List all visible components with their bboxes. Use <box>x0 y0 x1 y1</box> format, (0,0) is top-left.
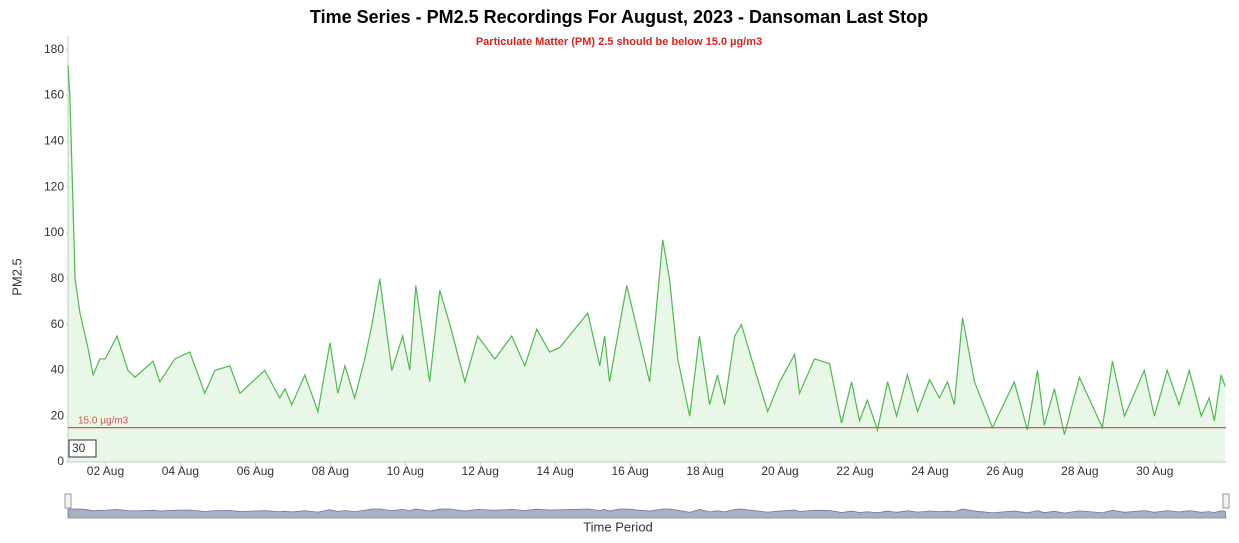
x-tick-label: 12 Aug <box>462 464 499 478</box>
x-tick-label: 20 Aug <box>761 464 798 478</box>
x-tick-label: 30 Aug <box>1136 464 1173 478</box>
x-tick-label: 18 Aug <box>686 464 723 478</box>
x-tick-label: 14 Aug <box>536 464 573 478</box>
area <box>68 65 1226 462</box>
y-tick-label: 160 <box>44 88 64 102</box>
x-tick-label: 08 Aug <box>312 464 349 478</box>
y-tick-label: 120 <box>44 179 64 193</box>
chart-title: Time Series - PM2.5 Recordings For Augus… <box>310 7 928 27</box>
y-tick-label: 180 <box>44 42 64 56</box>
navigator-handle[interactable] <box>1222 493 1230 509</box>
x-tick-label: 24 Aug <box>911 464 948 478</box>
y-tick-label: 40 <box>51 363 65 377</box>
x-tick-label: 28 Aug <box>1061 464 1098 478</box>
y-tick-label: 100 <box>44 225 64 239</box>
chart-subtitle: Particulate Matter (PM) 2.5 should be be… <box>476 36 762 48</box>
y-axis-title: PM2.5 <box>9 258 24 296</box>
x-tick-label: 16 Aug <box>611 464 648 478</box>
x-tick-label: 02 Aug <box>87 464 124 478</box>
navigator-handle[interactable] <box>64 493 72 509</box>
x-tick-label: 26 Aug <box>986 464 1023 478</box>
range-input[interactable] <box>68 439 97 458</box>
x-tick-label: 04 Aug <box>162 464 199 478</box>
y-tick-label: 20 <box>51 408 65 422</box>
y-tick-label: 0 <box>57 454 64 468</box>
x-tick-label: 22 Aug <box>836 464 873 478</box>
navigator-area <box>67 508 1227 519</box>
line <box>67 65 1226 435</box>
y-tick-label: 60 <box>51 317 65 331</box>
plot-line-label: 15.0 µg/m3 <box>78 415 129 426</box>
y-tick-label: 80 <box>51 271 65 285</box>
y-tick-label: 140 <box>44 134 64 148</box>
x-tick-label: 06 Aug <box>237 464 274 478</box>
x-axis-title: Time Period <box>583 519 653 534</box>
range-input-value[interactable]: 30 <box>72 441 86 455</box>
x-tick-label: 10 Aug <box>387 464 424 478</box>
